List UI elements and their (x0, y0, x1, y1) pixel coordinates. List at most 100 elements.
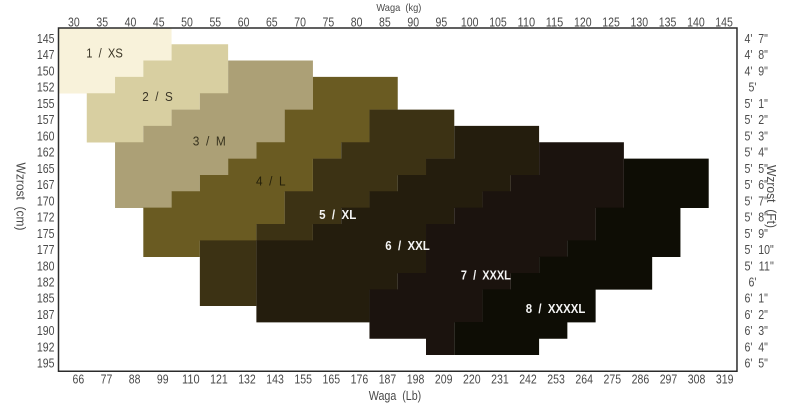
svg-text:190: 190 (37, 323, 55, 338)
svg-text:242: 242 (519, 372, 537, 387)
svg-text:286: 286 (632, 372, 650, 387)
svg-text:5' 2": 5' 2" (745, 112, 769, 127)
svg-text:4' 7": 4' 7" (745, 31, 769, 46)
svg-text:30: 30 (68, 15, 80, 30)
svg-text:187: 187 (379, 372, 397, 387)
svg-text:165: 165 (37, 161, 55, 176)
svg-text:165: 165 (323, 372, 341, 387)
svg-text:297: 297 (660, 372, 678, 387)
svg-text:Wzrost (cm): Wzrost (cm) (13, 163, 28, 231)
svg-text:176: 176 (351, 372, 369, 387)
svg-text:7 / XXXL: 7 / XXXL (461, 268, 511, 283)
svg-text:275: 275 (604, 372, 622, 387)
svg-text:5' 1": 5' 1" (745, 96, 769, 111)
svg-text:65: 65 (266, 15, 278, 30)
svg-text:143: 143 (266, 372, 284, 387)
svg-text:6' 5": 6' 5" (745, 356, 769, 371)
svg-text:6' 3": 6' 3" (745, 323, 769, 338)
svg-text:125: 125 (602, 15, 620, 30)
svg-text:185: 185 (37, 291, 55, 306)
svg-text:5' 3": 5' 3" (745, 128, 769, 143)
svg-text:231: 231 (491, 372, 509, 387)
svg-text:3 / M: 3 / M (193, 134, 226, 149)
svg-text:150: 150 (37, 63, 55, 78)
svg-text:40: 40 (125, 15, 137, 30)
svg-text:85: 85 (379, 15, 391, 30)
svg-text:6' 4": 6' 4" (745, 340, 769, 355)
svg-text:8 / XXXXL: 8 / XXXXL (526, 301, 586, 316)
svg-text:6' 1": 6' 1" (745, 291, 769, 306)
svg-text:6': 6' (749, 275, 757, 290)
svg-text:6 / XXL: 6 / XXL (385, 238, 430, 253)
svg-text:308: 308 (688, 372, 706, 387)
svg-text:187: 187 (37, 307, 55, 322)
svg-text:264: 264 (575, 372, 593, 387)
svg-text:180: 180 (37, 258, 55, 273)
svg-text:172: 172 (37, 210, 55, 225)
svg-text:Waga (kg): Waga (kg) (376, 2, 421, 14)
svg-text:192: 192 (37, 340, 55, 355)
svg-text:152: 152 (37, 80, 55, 95)
svg-text:175: 175 (37, 226, 55, 241)
svg-text:177: 177 (37, 242, 55, 257)
svg-text:155: 155 (294, 372, 312, 387)
svg-text:5' 8": 5' 8" (745, 210, 769, 225)
svg-text:55: 55 (209, 15, 221, 30)
svg-text:121: 121 (210, 372, 228, 387)
svg-text:120: 120 (574, 15, 592, 30)
svg-text:35: 35 (96, 15, 108, 30)
svg-text:88: 88 (129, 372, 141, 387)
svg-text:319: 319 (716, 372, 734, 387)
svg-text:80: 80 (351, 15, 363, 30)
svg-text:4 / L: 4 / L (256, 174, 286, 189)
svg-text:77: 77 (101, 372, 113, 387)
svg-text:105: 105 (489, 15, 507, 30)
svg-text:90: 90 (407, 15, 419, 30)
svg-text:253: 253 (547, 372, 565, 387)
svg-text:132: 132 (238, 372, 256, 387)
svg-text:220: 220 (463, 372, 481, 387)
svg-text:157: 157 (37, 112, 55, 127)
svg-text:145: 145 (715, 15, 733, 30)
svg-text:50: 50 (181, 15, 193, 30)
svg-text:Wzrost (Ft): Wzrost (Ft) (764, 165, 779, 228)
svg-text:99: 99 (157, 372, 169, 387)
svg-text:147: 147 (37, 47, 55, 62)
svg-text:5' 5": 5' 5" (745, 161, 769, 176)
svg-text:5' 9": 5' 9" (745, 226, 769, 241)
svg-text:5 / XL: 5 / XL (319, 207, 356, 222)
svg-text:100: 100 (461, 15, 479, 30)
svg-text:66: 66 (73, 372, 85, 387)
svg-text:45: 45 (153, 15, 165, 30)
svg-text:1 / XS: 1 / XS (86, 45, 123, 60)
svg-text:Waga (Lb): Waga (Lb) (369, 389, 422, 403)
svg-text:209: 209 (435, 372, 453, 387)
svg-text:4' 9": 4' 9" (745, 63, 769, 78)
svg-text:5' 4": 5' 4" (745, 145, 769, 160)
svg-text:130: 130 (631, 15, 649, 30)
svg-text:110: 110 (518, 15, 536, 30)
svg-text:167: 167 (37, 177, 55, 192)
svg-text:6' 2": 6' 2" (745, 307, 769, 322)
svg-text:95: 95 (436, 15, 448, 30)
svg-text:198: 198 (407, 372, 425, 387)
svg-text:5' 11": 5' 11" (745, 258, 775, 273)
svg-text:182: 182 (37, 275, 55, 290)
svg-text:160: 160 (37, 128, 55, 143)
svg-text:145: 145 (37, 31, 55, 46)
svg-text:4' 8": 4' 8" (745, 47, 769, 62)
svg-text:70: 70 (294, 15, 306, 30)
svg-text:2 / S: 2 / S (142, 89, 173, 104)
svg-text:5' 10": 5' 10" (745, 242, 775, 257)
svg-text:5' 7": 5' 7" (745, 193, 769, 208)
svg-text:75: 75 (323, 15, 335, 30)
svg-text:110: 110 (182, 372, 200, 387)
svg-text:162: 162 (37, 145, 55, 160)
svg-text:155: 155 (37, 96, 55, 111)
svg-text:140: 140 (687, 15, 705, 30)
svg-text:135: 135 (659, 15, 677, 30)
svg-text:5': 5' (749, 80, 757, 95)
svg-text:115: 115 (546, 15, 564, 30)
svg-text:60: 60 (238, 15, 250, 30)
svg-text:170: 170 (37, 193, 55, 208)
